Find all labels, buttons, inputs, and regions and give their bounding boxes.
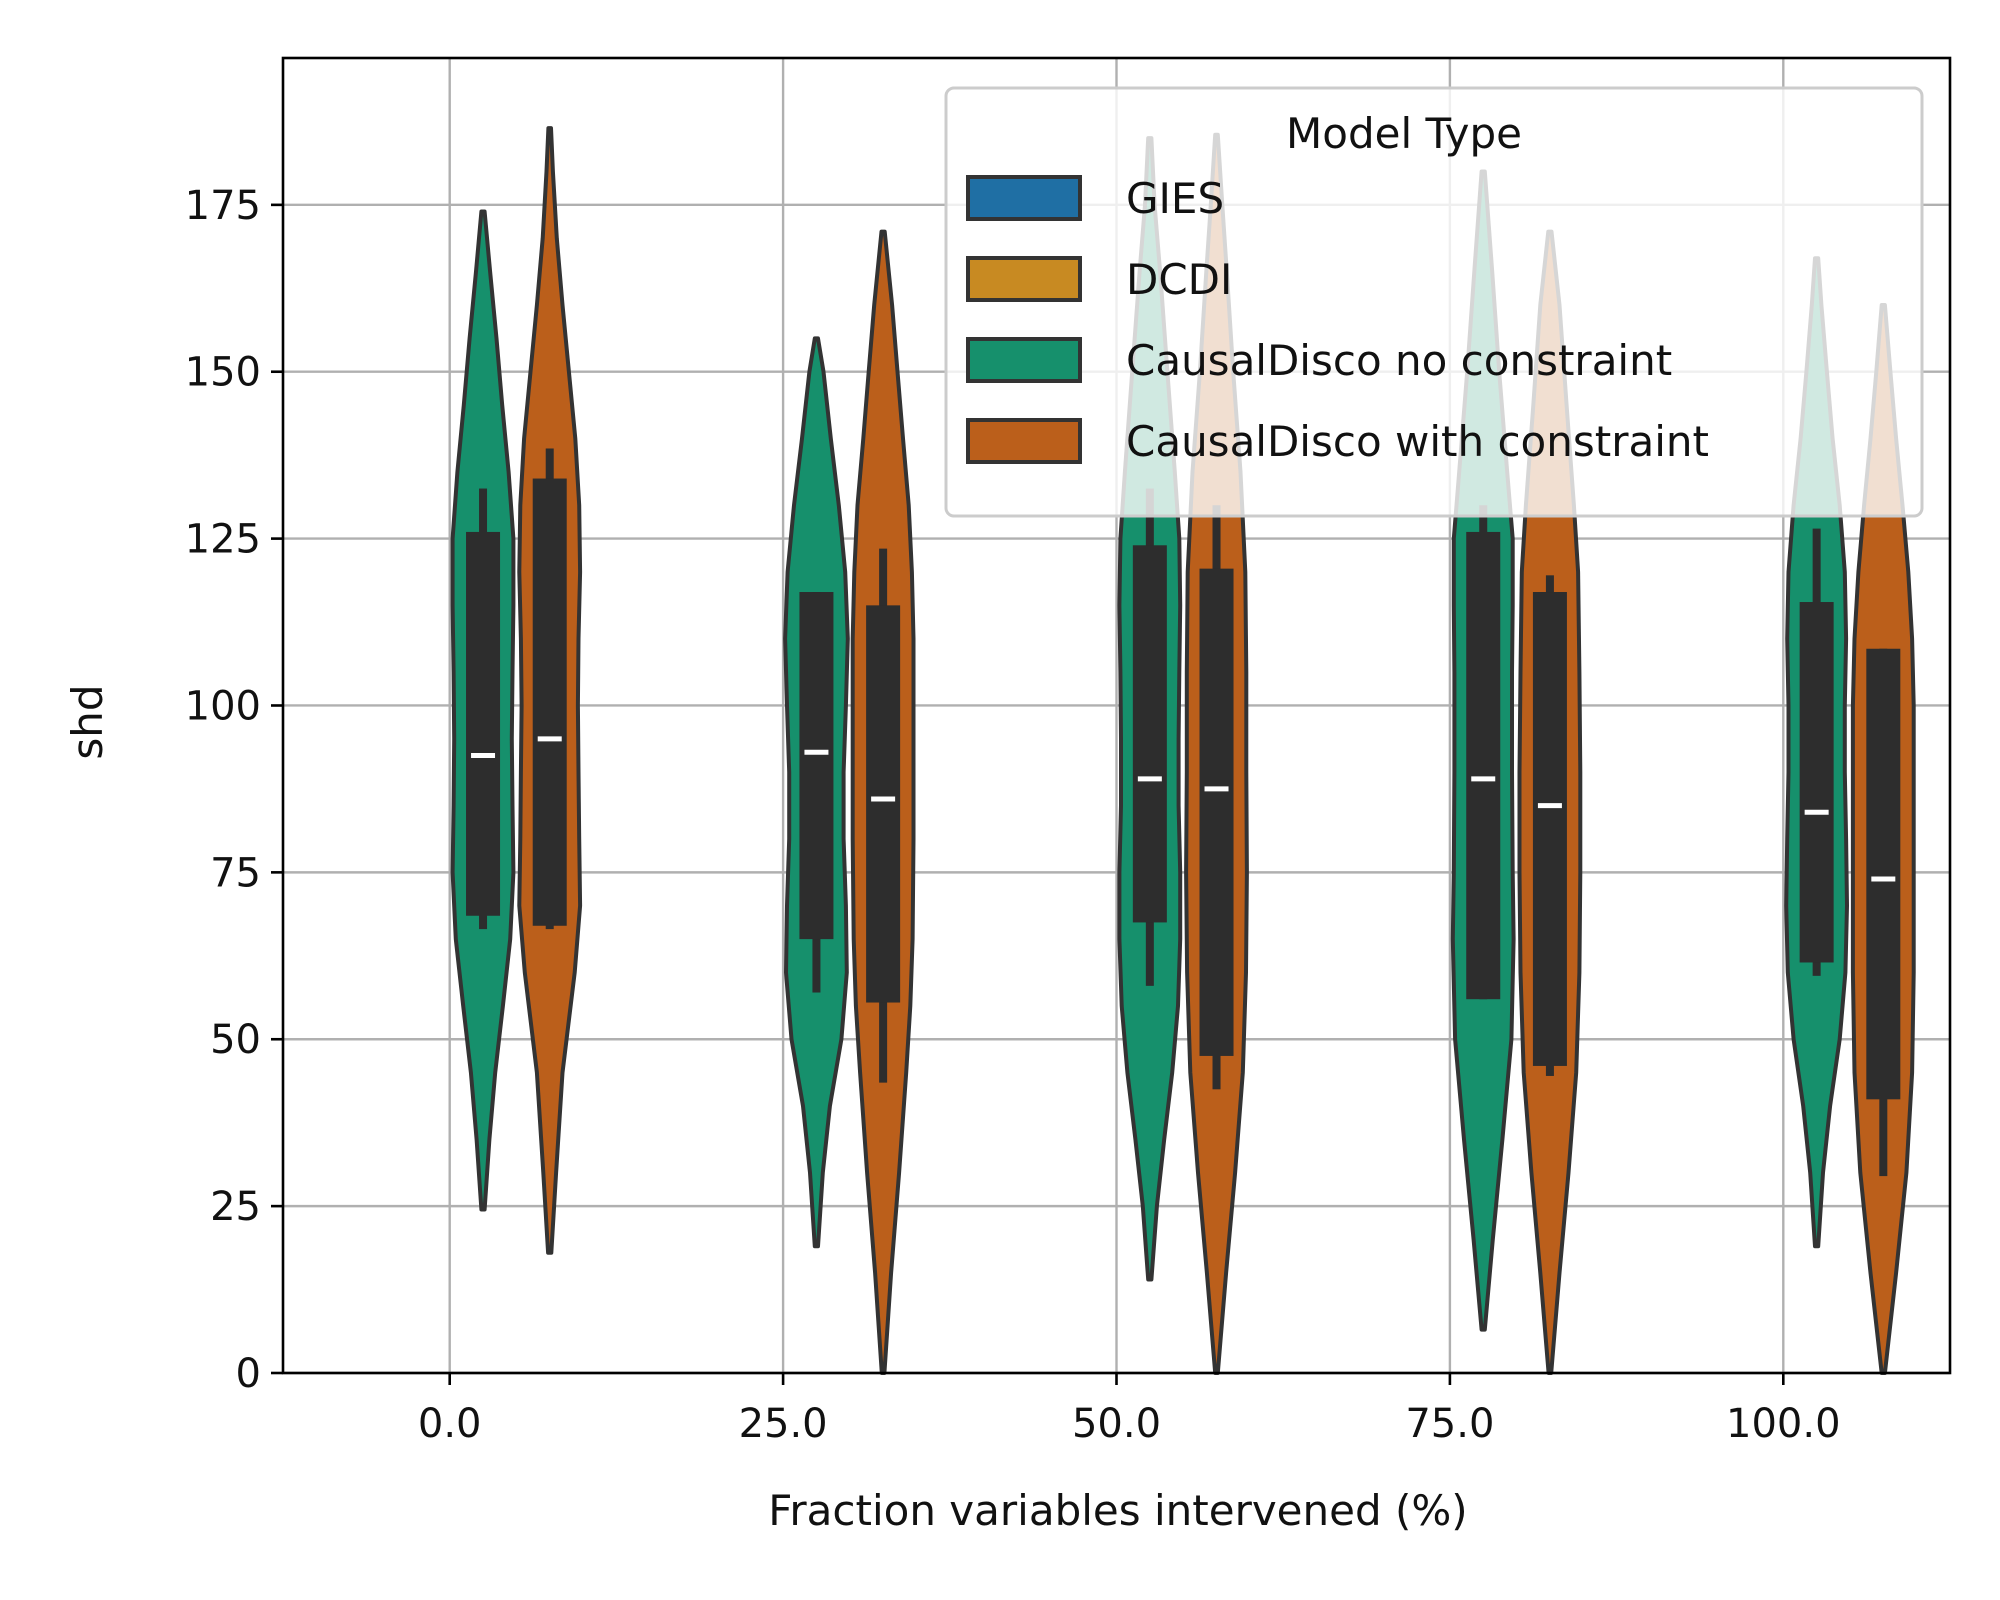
- legend: Model Type GIES DCDI CausalDisco no constra…: [944, 86, 1924, 518]
- legend-label: CausalDisco no constraint: [1126, 336, 1672, 385]
- y-axis-title: shd: [63, 684, 112, 759]
- violin-iqr-box: [532, 478, 567, 926]
- legend-swatch: [966, 418, 1082, 464]
- x-tick-label: 25.0: [739, 1401, 828, 1447]
- legend-swatch: [966, 256, 1082, 302]
- violin-iqr-box: [799, 592, 834, 940]
- y-tick-label: 100: [185, 683, 261, 729]
- x-tick-label: 50.0: [1072, 1401, 1161, 1447]
- axes-layer: 0 25 50 75 100 125 150 175 0.0 25.0 50.0 75.0 100.0: [185, 56, 1952, 1447]
- legend-swatch: [966, 337, 1082, 383]
- y-tick-label: 25: [210, 1184, 261, 1230]
- violin-iqr-box: [1866, 648, 1901, 1100]
- x-tick-label: 0.0: [418, 1401, 482, 1447]
- violin-iqr-box: [866, 605, 901, 1003]
- y-tick-label: 150: [185, 350, 261, 396]
- y-tick-label: 50: [210, 1017, 261, 1063]
- violin-iqr-box: [1466, 531, 1501, 1000]
- legend-label: DCDI: [1126, 255, 1232, 304]
- violin-iqr-box: [1799, 602, 1834, 963]
- violin-iqr-box: [1132, 545, 1167, 923]
- violin-iqr-box: [466, 531, 501, 916]
- violin-iqr-box: [1532, 592, 1567, 1066]
- y-tick-label: 175: [185, 183, 261, 229]
- y-tick-label: 0: [236, 1351, 261, 1397]
- legend-title: Model Type: [1286, 109, 1522, 158]
- violin-iqr-box: [1199, 568, 1234, 1056]
- x-tick-label: 75.0: [1405, 1401, 1494, 1447]
- y-tick-label: 75: [210, 850, 261, 896]
- legend-label: GIES: [1126, 174, 1224, 223]
- legend-box: [944, 86, 1924, 518]
- x-axis-title: Fraction variables intervened (%): [768, 1486, 1467, 1535]
- legend-label: CausalDisco with constraint: [1126, 417, 1709, 466]
- legend-swatch: [966, 175, 1082, 221]
- y-tick-label: 125: [185, 517, 261, 563]
- x-tick-label: 100.0: [1726, 1401, 1841, 1447]
